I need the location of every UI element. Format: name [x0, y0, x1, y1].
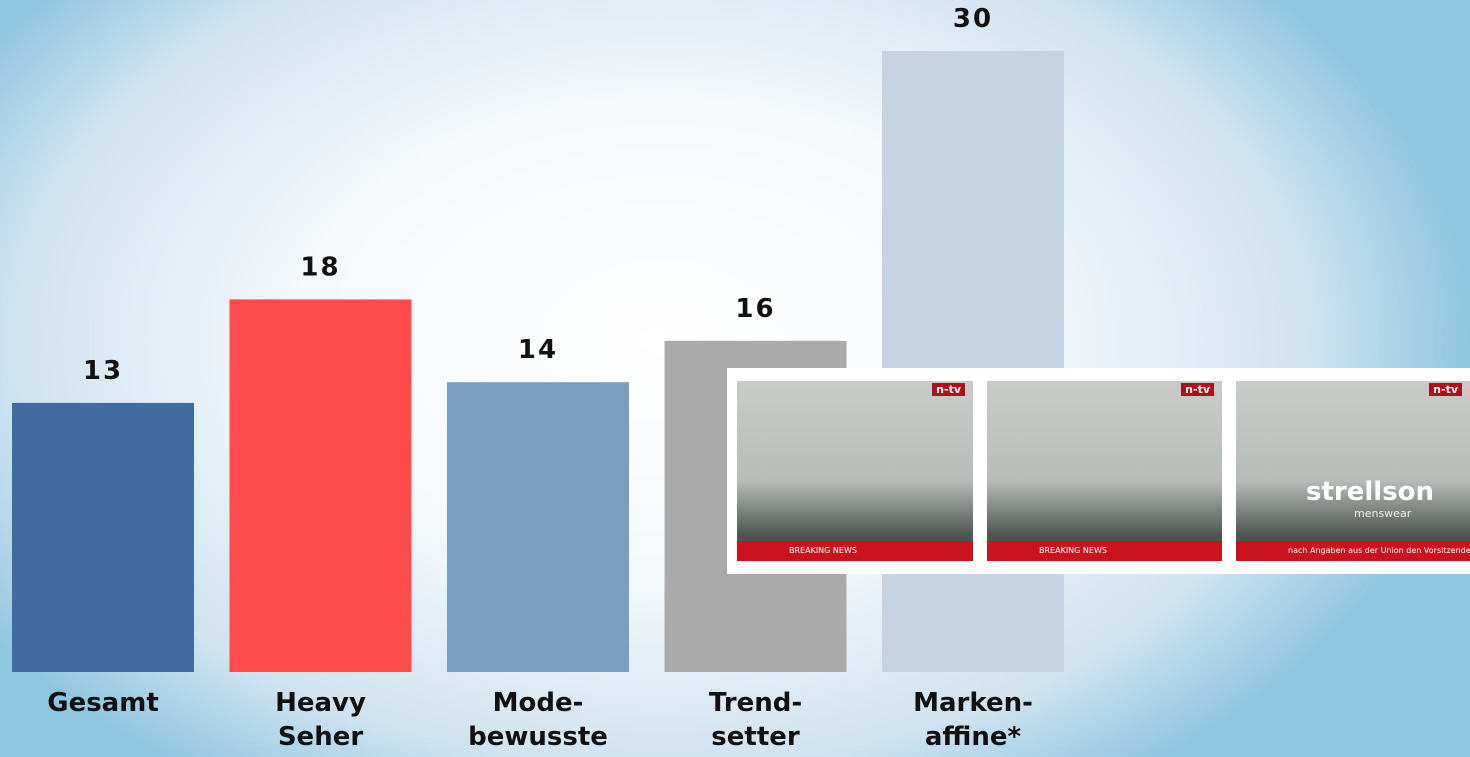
- news-ticker: BREAKING NEWS: [737, 541, 973, 561]
- value-label: 16: [735, 294, 775, 324]
- channel-logo: n-tv: [932, 383, 965, 396]
- bar: [12, 402, 194, 672]
- bar: [882, 51, 1064, 672]
- tv-frame: n-tv nach Angaben aus der Union den Vorsi…: [1236, 381, 1470, 561]
- value-label: 13: [83, 356, 123, 386]
- x-tick-label: Gesamt: [47, 688, 159, 718]
- news-ticker: BREAKING NEWS: [987, 541, 1222, 561]
- tv-frame: n-tv BREAKING NEWS: [987, 381, 1222, 561]
- channel-logo: n-tv: [1429, 383, 1462, 396]
- x-tick-label: Mode- bewusste: [468, 688, 608, 752]
- x-tick-label: Heavy Seher: [275, 688, 366, 752]
- value-label: 30: [953, 4, 993, 34]
- value-label: 14: [518, 335, 558, 365]
- x-tick-label: Marken- affine*: [913, 688, 1033, 752]
- tv-frame: n-tv BREAKING NEWS: [737, 381, 973, 561]
- brand-name: strellson: [1306, 477, 1435, 507]
- brand-sub: menswear: [1354, 507, 1412, 520]
- bar: [447, 382, 629, 672]
- value-label: 18: [300, 252, 340, 282]
- news-ticker: nach Angaben aus der Union den Vorsitzen…: [1236, 541, 1470, 561]
- channel-logo: n-tv: [1181, 383, 1214, 396]
- bar: [229, 299, 412, 672]
- tv-screenshots: n-tv BREAKING NEWS n-tv BREAKING NEWS n-tv na…: [727, 368, 1470, 574]
- x-tick-label: Trend- setter: [708, 688, 803, 752]
